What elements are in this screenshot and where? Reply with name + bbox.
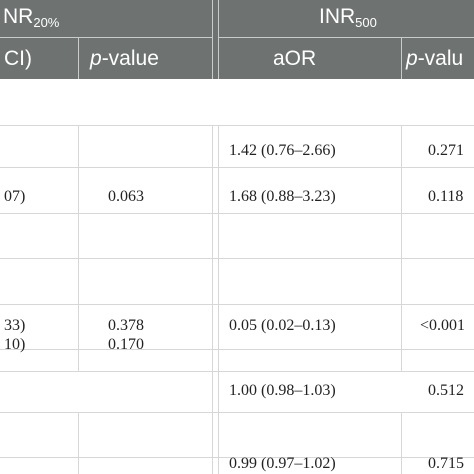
row-divider [0, 167, 474, 168]
col-header-pvalue-p: p [90, 47, 102, 70]
col-separator [401, 125, 402, 371]
col-header-pvalue-rest: -value [101, 47, 159, 70]
col-header-pvalue: p-value [90, 48, 159, 69]
col-header-pvalue-2-p: p [406, 47, 418, 70]
header-col-sep-2 [212, 0, 213, 79]
col-separator [78, 125, 79, 371]
table-cell-pvalue: 0.512 [428, 382, 464, 399]
table-cell-aor: 0.99 (0.97–1.02) [229, 455, 336, 472]
table-cell-pvalue: 0.715 [428, 455, 464, 472]
table-cell-ci: 10) [4, 336, 26, 353]
row-divider [0, 125, 474, 126]
table-cell-pvalue: 0.170 [108, 336, 144, 353]
table-cell-aor: 0.05 (0.02–0.13) [229, 317, 336, 334]
header-divider-right [218, 37, 474, 38]
row-divider [0, 371, 474, 372]
col-header-aor: aOR [273, 47, 317, 70]
header-divider-left [0, 37, 212, 38]
col-separator [401, 412, 402, 474]
table-cell-pvalue: <0.001 [420, 317, 466, 334]
group-header-inr500: INR500 [319, 5, 377, 30]
col-header-pvalue-2-rest: -valu [417, 47, 464, 70]
col-separator [78, 412, 79, 474]
table-cell-aor: 1.00 (0.98–1.03) [229, 382, 336, 399]
group-header-inr500-prefix: INR [319, 5, 356, 28]
col-separator [212, 125, 213, 474]
table-cell-pvalue: 0.271 [428, 142, 464, 159]
group-header-inr500-subscript: 500 [355, 15, 377, 30]
col-header-pvalue-2: p-valu [406, 48, 463, 69]
row-divider [0, 304, 474, 305]
header-col-sep-4 [401, 38, 402, 79]
table-cell-aor: 1.68 (0.88–3.23) [229, 188, 336, 205]
table-cell-pvalue: 0.118 [428, 188, 464, 205]
header-col-sep-1 [78, 38, 79, 79]
table-cell-ci: 07) [4, 188, 26, 205]
table-header: NR20% INR500 CI) p-value aOR p-valu [0, 0, 474, 79]
group-header-nr20-prefix: NR [3, 5, 34, 28]
col-separator [218, 125, 219, 474]
table-cell-pvalue: 0.063 [108, 188, 144, 205]
table-cell-pvalue: 0.378 [108, 317, 144, 334]
row-divider [0, 412, 474, 413]
table-cell-aor: 1.42 (0.76–2.66) [229, 142, 336, 159]
row-divider [0, 258, 474, 259]
group-header-nr20-subscript: 20% [33, 15, 60, 30]
group-header-nr20: NR20% [3, 5, 60, 30]
header-col-sep-3 [218, 0, 219, 79]
table-cell-ci: 33) [4, 317, 26, 334]
col-header-ci: CI) [4, 47, 32, 70]
row-divider [0, 457, 474, 458]
row-divider [0, 213, 474, 214]
row-divider [0, 349, 474, 350]
